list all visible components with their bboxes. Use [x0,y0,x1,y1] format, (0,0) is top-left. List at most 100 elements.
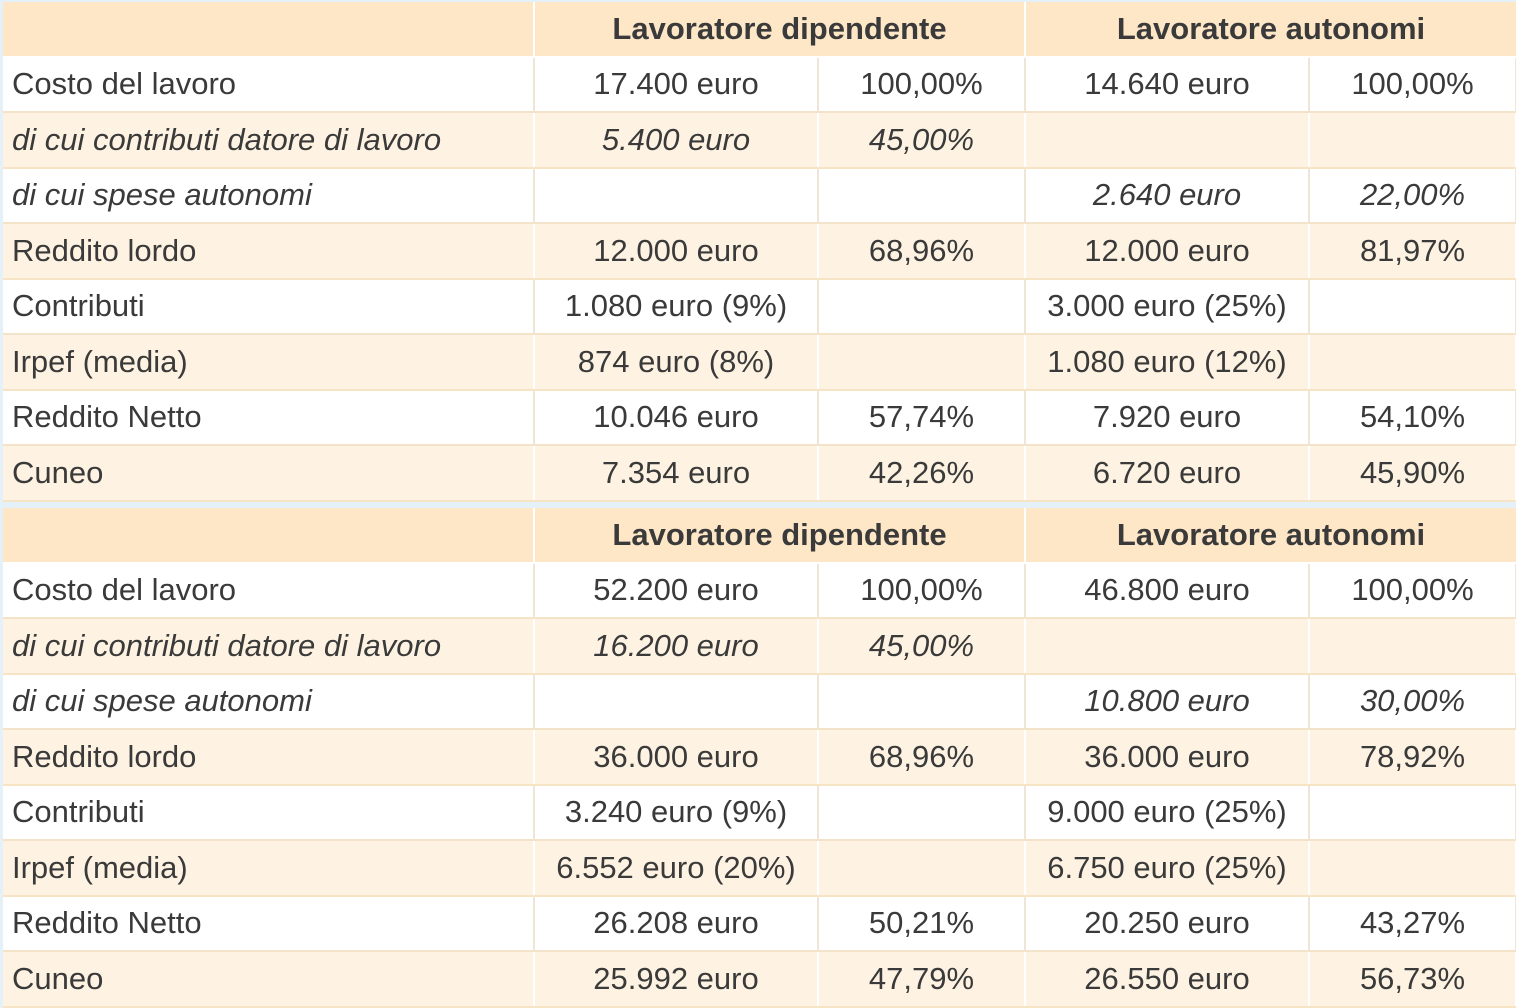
dipendente-amount-cell: 17.400 euro [534,56,819,113]
autonomi-percent-cell: 100,00% [1309,562,1516,619]
dipendente-percent-cell [818,673,1026,730]
table-row-di-cui-spese-autonomi: di cui spese autonomi 10.800 euro 30,00% [3,673,1516,730]
dipendente-amount-cell: 10.046 euro [534,389,819,446]
autonomi-percent-cell [1309,278,1516,335]
dipendente-amount-cell: 36.000 euro [534,729,819,786]
autonomi-percent-cell: 78,92% [1309,729,1516,786]
autonomi-amount-cell: 12.000 euro [1025,223,1310,280]
row-label: Costo del lavoro [3,562,535,619]
autonomi-percent-cell [1309,840,1516,897]
autonomi-amount-cell: 46.800 euro [1025,562,1310,619]
row-label: Irpef (media) [3,840,535,897]
autonomi-percent-cell [1309,784,1516,841]
dipendente-amount-cell: 25.992 euro [534,951,819,1008]
table-row-di-cui-contributi-datore-di-lavoro: di cui contributi datore di lavoro 5.400 … [3,112,1516,169]
dipendente-percent-cell [818,167,1026,224]
dipendente-percent-cell [818,784,1026,841]
autonomi-amount-cell: 14.640 euro [1025,56,1310,113]
table-row-cuneo: Cuneo 7.354 euro 42,26% 6.720 euro 45,90% [3,445,1516,502]
autonomi-percent-cell: 100,00% [1309,56,1516,113]
row-label: di cui contributi datore di lavoro [3,112,535,169]
dipendente-percent-cell: 100,00% [818,56,1026,113]
row-label: Irpef (media) [3,334,535,391]
row-label: Cuneo [3,445,535,502]
autonomi-percent-cell [1309,334,1516,391]
autonomi-amount-cell: 1.080 euro (12%) [1025,334,1310,391]
dipendente-percent-cell: 68,96% [818,729,1026,786]
dipendente-percent-cell: 47,79% [818,951,1026,1008]
dipendente-amount-cell [534,167,819,224]
row-label: Costo del lavoro [3,56,535,113]
row-label: Reddito lordo [3,729,535,786]
table-row-irpef: Irpef (media) 874 euro (8%) 1.080 euro (12… [3,334,1516,391]
autonomi-percent-cell [1309,112,1516,169]
row-label: di cui spese autonomi [3,167,535,224]
table-row-cuneo: Cuneo 25.992 euro 47,79% 26.550 euro 56,73% [3,951,1516,1008]
row-label: Reddito Netto [3,895,535,952]
row-label: di cui contributi datore di lavoro [3,618,535,675]
table-row-irpef: Irpef (media) 6.552 euro (20%) 6.750 euro … [3,840,1516,897]
table-row-costo-del-lavoro: Costo del lavoro 17.400 euro 100,00% 14.640… [3,56,1516,113]
table-row-contributi: Contributi 1.080 euro (9%) 3.000 euro (25%… [3,278,1516,335]
header-lavoratore-autonomi: Lavoratore autonomi [1025,2,1516,58]
autonomi-percent-cell [1309,618,1516,675]
dipendente-percent-cell: 50,21% [818,895,1026,952]
header-corner [3,508,535,564]
dipendente-percent-cell: 57,74% [818,389,1026,446]
table-row-di-cui-spese-autonomi: di cui spese autonomi 2.640 euro 22,00% [3,167,1516,224]
dipendente-amount-cell: 16.200 euro [534,618,819,675]
autonomi-percent-cell: 56,73% [1309,951,1516,1008]
dipendente-percent-cell [818,278,1026,335]
autonomi-amount-cell: 7.920 euro [1025,389,1310,446]
table-row-reddito-netto: Reddito Netto 10.046 euro 57,74% 7.920 euro… [3,389,1516,446]
header-row: Lavoratore dipendente Lavoratore autonomi [3,508,1516,564]
dipendente-amount-cell: 874 euro (8%) [534,334,819,391]
comparison-table-2: Lavoratore dipendente Lavoratore autonomi… [3,508,1516,1008]
dipendente-amount-cell: 52.200 euro [534,562,819,619]
row-label: Reddito Netto [3,389,535,446]
autonomi-percent-cell: 43,27% [1309,895,1516,952]
autonomi-amount-cell: 10.800 euro [1025,673,1310,730]
row-label: di cui spese autonomi [3,673,535,730]
dipendente-amount-cell: 7.354 euro [534,445,819,502]
dipendente-percent-cell: 42,26% [818,445,1026,502]
dipendente-amount-cell: 5.400 euro [534,112,819,169]
dipendente-percent-cell [818,840,1026,897]
autonomi-amount-cell: 36.000 euro [1025,729,1310,786]
row-label: Reddito lordo [3,223,535,280]
dipendente-percent-cell: 45,00% [818,618,1026,675]
autonomi-amount-cell: 20.250 euro [1025,895,1310,952]
autonomi-percent-cell: 81,97% [1309,223,1516,280]
table-row-reddito-lordo: Reddito lordo 12.000 euro 68,96% 12.000 eur… [3,223,1516,280]
dipendente-amount-cell: 26.208 euro [534,895,819,952]
autonomi-amount-cell [1025,112,1310,169]
autonomi-percent-cell: 54,10% [1309,389,1516,446]
autonomi-amount-cell: 9.000 euro (25%) [1025,784,1310,841]
row-label: Contributi [3,278,535,335]
dipendente-amount-cell [534,673,819,730]
row-label: Cuneo [3,951,535,1008]
row-label: Contributi [3,784,535,841]
table-row-costo-del-lavoro: Costo del lavoro 52.200 euro 100,00% 46.800… [3,562,1516,619]
autonomi-amount-cell: 6.750 euro (25%) [1025,840,1310,897]
autonomi-amount-cell: 26.550 euro [1025,951,1310,1008]
autonomi-amount-cell: 3.000 euro (25%) [1025,278,1310,335]
dipendente-percent-cell: 68,96% [818,223,1026,280]
dipendente-percent-cell: 45,00% [818,112,1026,169]
dipendente-amount-cell: 3.240 euro (9%) [534,784,819,841]
autonomi-amount-cell: 2.640 euro [1025,167,1310,224]
autonomi-percent-cell: 22,00% [1309,167,1516,224]
comparison-table-1: Lavoratore dipendente Lavoratore autonomi… [3,2,1516,502]
autonomi-percent-cell: 45,90% [1309,445,1516,502]
dipendente-percent-cell [818,334,1026,391]
dipendente-amount-cell: 1.080 euro (9%) [534,278,819,335]
header-lavoratore-autonomi: Lavoratore autonomi [1025,508,1516,564]
dipendente-amount-cell: 12.000 euro [534,223,819,280]
header-lavoratore-dipendente: Lavoratore dipendente [534,508,1026,564]
dipendente-percent-cell: 100,00% [818,562,1026,619]
header-lavoratore-dipendente: Lavoratore dipendente [534,2,1026,58]
header-corner [3,2,535,58]
header-row: Lavoratore dipendente Lavoratore autonomi [3,2,1516,58]
autonomi-amount-cell [1025,618,1310,675]
table-row-di-cui-contributi-datore-di-lavoro: di cui contributi datore di lavoro 16.200… [3,618,1516,675]
